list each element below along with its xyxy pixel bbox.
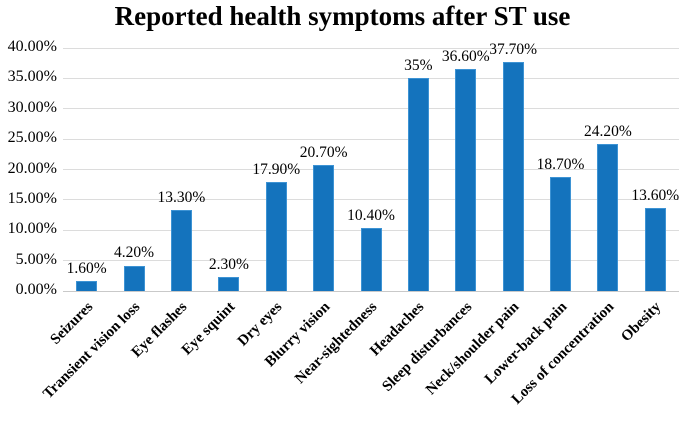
y-tick-label: 15.00% [7, 189, 57, 207]
y-tick-label: 30.00% [7, 98, 57, 116]
bar-near-sightedness [360, 227, 382, 291]
bar-value-label: 36.60% [441, 47, 490, 65]
chart-title: Reported health symptoms after ST use [114, 1, 571, 31]
y-tick-label: 10.00% [7, 220, 57, 238]
bar-neck-shoulder-pain [502, 61, 524, 291]
bar-value-label: 18.70% [536, 156, 585, 174]
gridline [63, 77, 679, 79]
bar-value-label: 17.90% [252, 161, 301, 179]
y-tick-label: 25.00% [7, 129, 57, 147]
bar-value-label: 13.60% [631, 187, 680, 205]
bar-sleep-disturbances [455, 68, 477, 291]
bar-obesity [644, 208, 666, 291]
bar-blurry-vision [313, 165, 335, 291]
gridline [63, 169, 679, 170]
y-tick-label: 5.00% [15, 250, 57, 268]
gridline [63, 138, 679, 140]
y-tick-label: 20.00% [7, 159, 57, 177]
bar-value-label: 20.70% [299, 144, 348, 162]
bar-transient-vision-loss [123, 265, 145, 291]
bar-value-label: 4.20% [114, 244, 155, 262]
bar-dry-eyes [265, 182, 287, 291]
bar-eye-flashes [170, 210, 192, 291]
bar-lower-back-pain [550, 177, 572, 291]
bar-headaches [407, 78, 429, 291]
gridline [63, 108, 679, 110]
bar-value-label: 2.30% [208, 256, 249, 274]
bar-loss-of-concentration [597, 144, 619, 291]
bar-eye-squint [218, 277, 240, 291]
bar-value-label: 37.70% [489, 40, 538, 58]
x-axis-line [63, 291, 679, 292]
bar-value-label: 35% [404, 57, 433, 75]
plot-area [63, 47, 679, 292]
bar-value-label: 13.30% [157, 189, 206, 207]
bar-value-label: 10.40% [347, 206, 395, 224]
y-tick-label: 35.00% [7, 68, 57, 86]
bar-value-label: 1.60% [66, 260, 107, 278]
gridline [63, 199, 679, 201]
gridline [63, 47, 679, 49]
y-tick-label: 0.00% [15, 281, 57, 298]
bar-seizures [76, 281, 98, 291]
y-tick-label: 40.00% [7, 38, 57, 55]
bar-value-label: 24.20% [584, 122, 632, 140]
